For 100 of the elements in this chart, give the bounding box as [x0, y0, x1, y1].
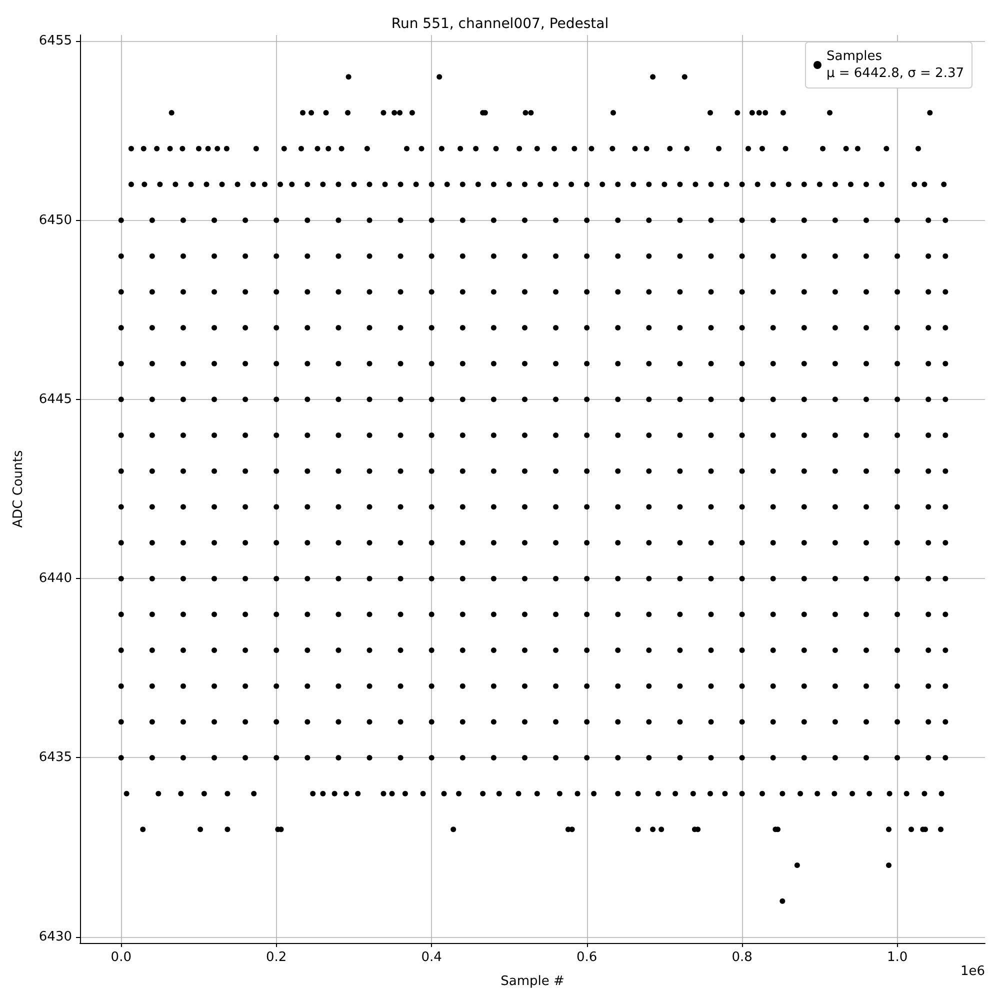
point	[516, 790, 522, 796]
point	[224, 146, 230, 152]
point	[490, 432, 496, 438]
point	[156, 790, 162, 796]
x-tick-label: 0.2	[266, 950, 287, 965]
point	[242, 754, 248, 760]
point	[140, 826, 146, 832]
point	[942, 396, 948, 402]
point	[739, 576, 745, 582]
point	[205, 146, 211, 152]
point	[646, 504, 652, 510]
point	[912, 182, 918, 188]
point	[770, 253, 776, 259]
point	[398, 182, 404, 188]
point	[553, 719, 559, 725]
point	[770, 432, 776, 438]
point	[180, 253, 186, 259]
point	[149, 468, 155, 474]
point	[212, 468, 218, 474]
point	[739, 719, 745, 725]
point	[646, 218, 652, 224]
point	[180, 360, 186, 366]
point	[366, 648, 372, 653]
point	[438, 146, 444, 152]
point	[180, 576, 186, 582]
point	[864, 396, 869, 402]
point	[801, 754, 807, 760]
point	[274, 432, 280, 438]
point	[366, 612, 372, 618]
point	[708, 719, 714, 725]
y-tick-label: 6455	[38, 34, 72, 49]
point	[584, 325, 590, 330]
point	[646, 289, 652, 295]
point	[142, 182, 148, 188]
point	[428, 719, 434, 725]
point	[707, 110, 713, 116]
point	[801, 683, 807, 689]
point	[739, 325, 745, 330]
point	[346, 74, 352, 80]
point	[304, 468, 310, 474]
point	[770, 683, 776, 689]
point	[584, 504, 590, 510]
point	[242, 719, 248, 725]
point	[323, 110, 329, 116]
point	[436, 74, 442, 80]
point	[475, 182, 481, 188]
point	[118, 432, 124, 438]
point	[496, 790, 502, 796]
point	[615, 612, 621, 618]
point	[894, 468, 900, 474]
point	[304, 683, 310, 689]
point	[332, 790, 338, 796]
point	[490, 683, 496, 689]
point	[304, 360, 310, 366]
point	[843, 146, 849, 152]
point	[490, 218, 496, 224]
point	[242, 612, 248, 618]
point	[894, 396, 900, 402]
point	[242, 289, 248, 295]
point	[460, 754, 466, 760]
point	[556, 790, 562, 796]
point	[801, 218, 807, 224]
point	[460, 396, 466, 402]
point	[801, 289, 807, 295]
point	[398, 325, 404, 330]
point	[739, 648, 745, 653]
point	[646, 325, 652, 330]
point	[739, 683, 745, 689]
point	[522, 754, 528, 760]
point	[398, 683, 404, 689]
point	[118, 683, 124, 689]
point	[553, 683, 559, 689]
point	[942, 612, 948, 618]
point	[149, 396, 155, 402]
point	[242, 396, 248, 402]
point	[118, 612, 124, 618]
point	[584, 719, 590, 725]
point	[418, 146, 424, 152]
point	[615, 504, 621, 510]
point	[615, 683, 621, 689]
point	[522, 253, 528, 259]
point	[722, 790, 728, 796]
point	[942, 360, 948, 366]
point	[553, 468, 559, 474]
point	[149, 576, 155, 582]
point	[366, 360, 372, 366]
point	[760, 146, 765, 152]
point	[615, 468, 621, 474]
point	[212, 504, 218, 510]
point	[212, 648, 218, 653]
point	[864, 325, 869, 330]
point	[274, 218, 280, 224]
point	[926, 218, 932, 224]
point	[212, 540, 218, 546]
point	[739, 182, 745, 188]
point	[646, 754, 652, 760]
point	[646, 612, 652, 618]
point	[522, 648, 528, 653]
point	[615, 648, 621, 653]
point	[646, 360, 652, 366]
